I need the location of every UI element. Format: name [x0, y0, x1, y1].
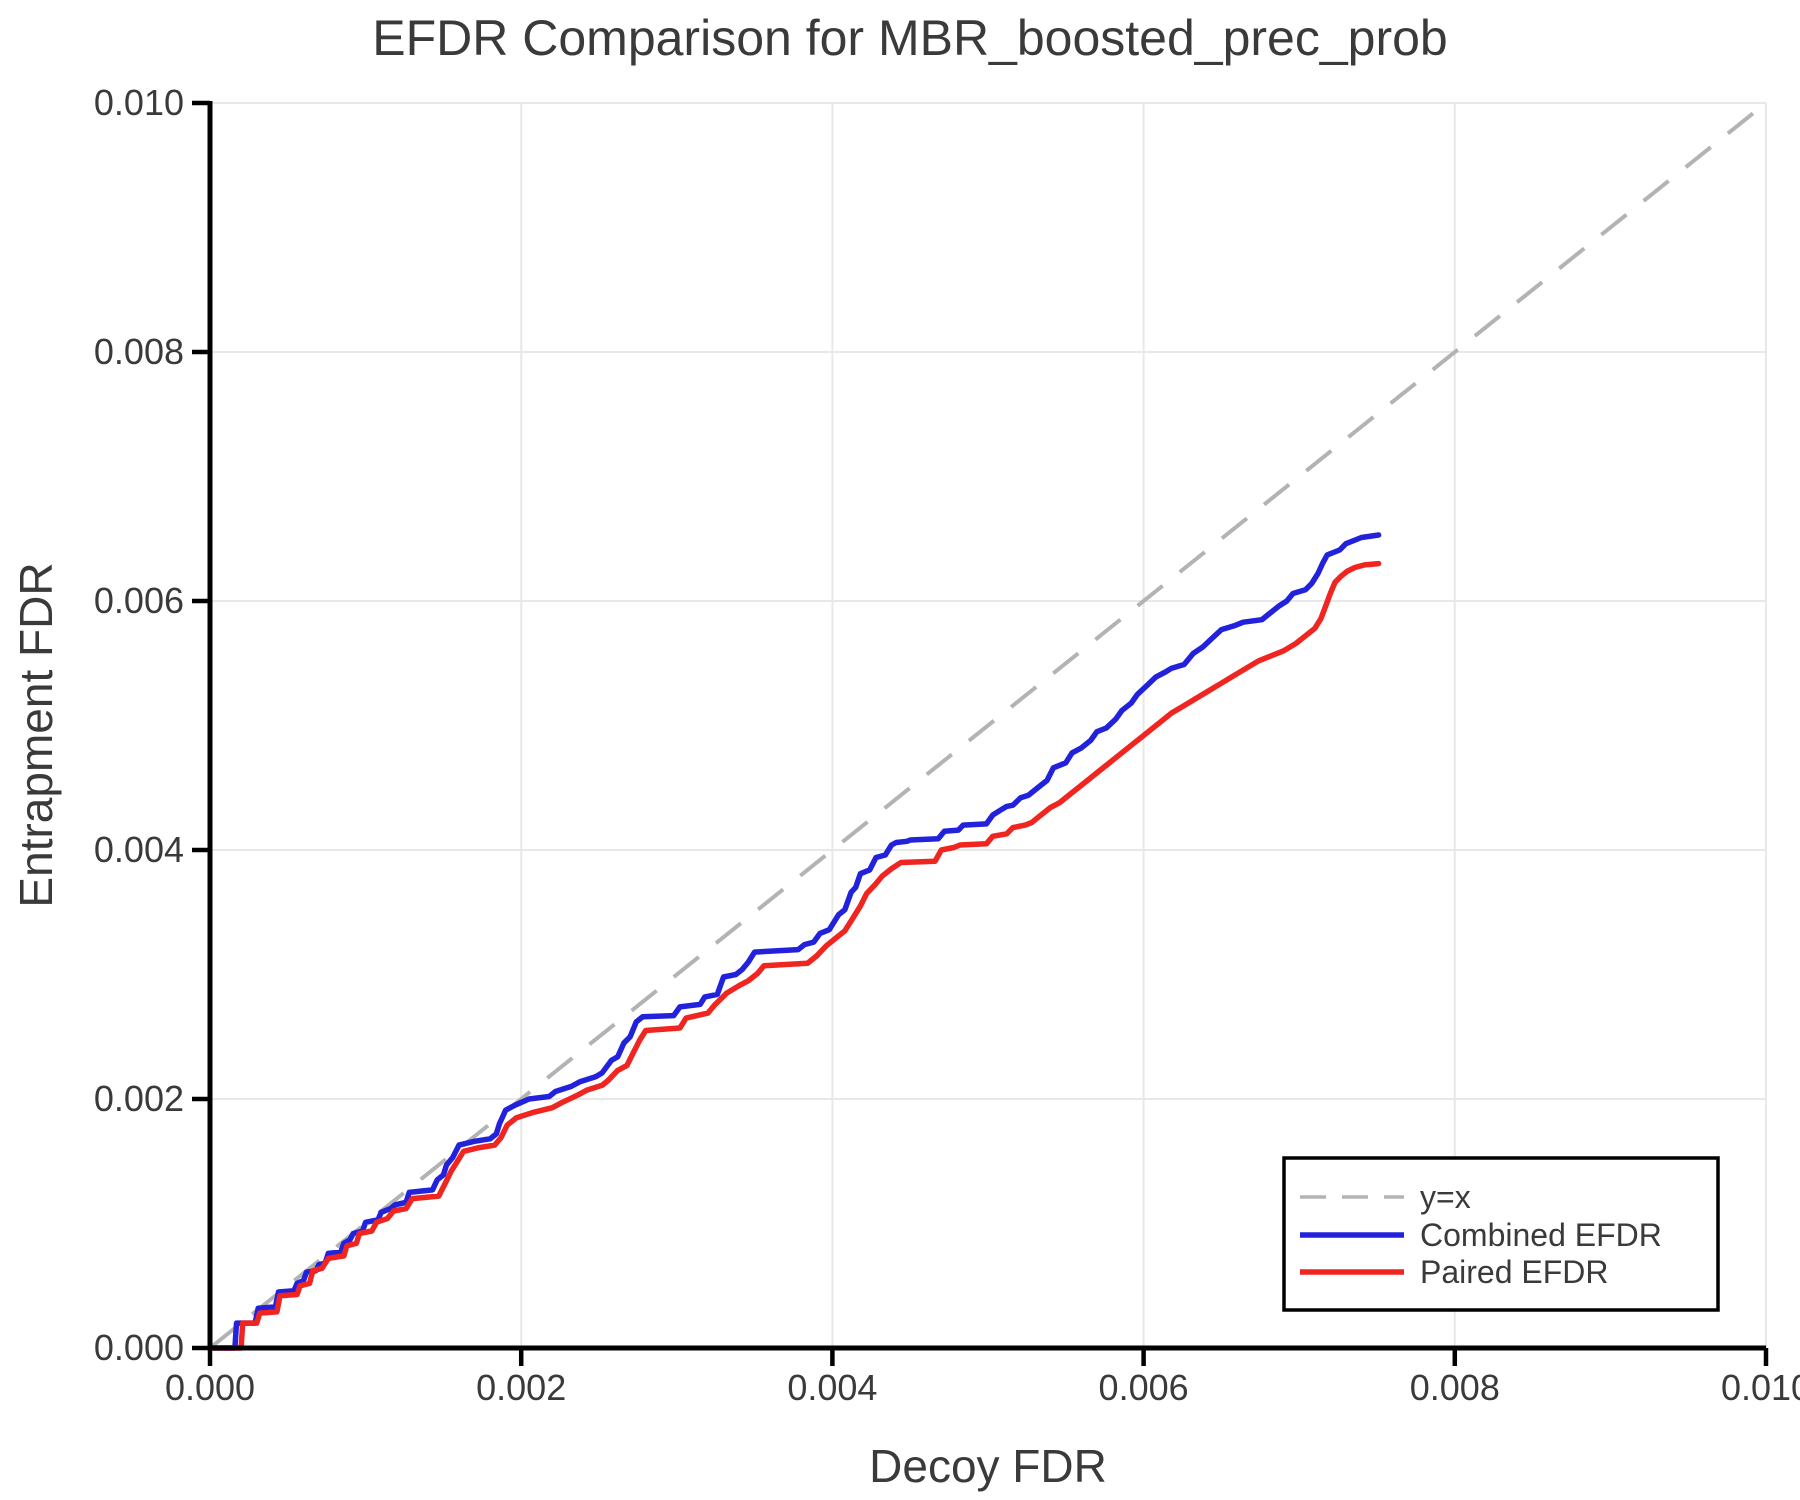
x-tick-label: 0.010 [1721, 1367, 1800, 1408]
legend-label-yx: y=x [1420, 1179, 1471, 1215]
y-tick-labels: 0.000 0.002 0.004 0.006 0.008 0.010 [94, 82, 184, 1368]
y-tick-label: 0.010 [94, 82, 184, 123]
axis-spines [207, 101, 1766, 1351]
gridlines [210, 102, 1767, 1348]
axis-ticks [192, 100, 1769, 1366]
y-axis-label: Entrapment FDR [10, 562, 62, 907]
x-tick-label: 0.008 [1410, 1367, 1500, 1408]
x-tick-labels: 0.000 0.002 0.004 0.006 0.008 0.010 [165, 1367, 1800, 1408]
y-tick-label: 0.000 [94, 1327, 184, 1368]
x-axis-label: Decoy FDR [869, 1440, 1107, 1492]
legend-label-combined-efdr: Combined EFDR [1420, 1217, 1662, 1253]
x-tick-label: 0.002 [476, 1367, 566, 1408]
x-tick-label: 0.004 [787, 1367, 877, 1408]
x-tick-label: 0.000 [165, 1367, 255, 1408]
chart-title: EFDR Comparison for MBR_boosted_prec_pro… [372, 10, 1448, 66]
x-tick-label: 0.006 [1099, 1367, 1189, 1408]
y-tick-label: 0.006 [94, 580, 184, 621]
legend-label-paired-efdr: Paired EFDR [1420, 1254, 1609, 1290]
y-tick-label: 0.004 [94, 829, 184, 870]
legend: y=x Combined EFDR Paired EFDR [1282, 1156, 1720, 1312]
y-tick-label: 0.002 [94, 1078, 184, 1119]
combined-efdr-line [207, 532, 1382, 1351]
paired-efdr-line [207, 560, 1382, 1351]
y-tick-label: 0.008 [94, 331, 184, 372]
